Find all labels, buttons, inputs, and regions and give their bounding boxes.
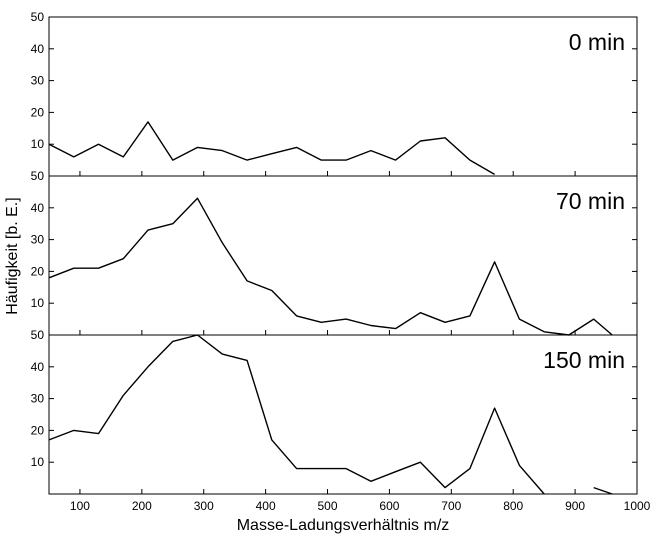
series-line: [593, 486, 613, 495]
y-tick-label: 50: [31, 328, 45, 342]
y-tick-label: 30: [31, 74, 45, 88]
panel-2: 10 20 30 40 50 150 min: [31, 328, 638, 495]
x-tick-label: 800: [503, 499, 523, 513]
x-tick-label: 300: [194, 499, 214, 513]
panel-0: 10 20 30 40 50 0 min: [31, 10, 638, 177]
y-tick-label: 50: [31, 169, 45, 183]
x-tick-label: 700: [441, 499, 461, 513]
x-tick-label: 600: [379, 499, 399, 513]
panel-label: 0 min: [569, 29, 625, 55]
panel-label: 70 min: [556, 188, 625, 214]
series-line: [48, 121, 495, 176]
chart-panels: 10 20 30 40 50 0 min 10 20 30 40 50 70 min 10 20 30 40 5…: [31, 10, 638, 495]
y-tick-label: 20: [31, 423, 45, 437]
series-line: [48, 197, 613, 336]
x-axis-ticks: 100 200 300 400 500 600 700 800 900 1000: [70, 499, 651, 513]
x-tick-label: 100: [70, 499, 90, 513]
panel-label: 150 min: [543, 347, 625, 373]
y-tick-label: 30: [31, 392, 45, 406]
x-tick-label: 400: [256, 499, 276, 513]
y-axis-label: Häufigkeit [b. E.]: [4, 197, 21, 314]
y-tick-label: 40: [31, 42, 45, 56]
x-tick-label: 200: [132, 499, 152, 513]
y-tick-label: 40: [31, 360, 45, 374]
y-tick-label: 10: [31, 137, 45, 151]
panel-frame: [48, 175, 638, 336]
panel-1: 10 20 30 40 50 70 min: [31, 169, 638, 336]
series-line: [48, 334, 545, 495]
y-tick-label: 10: [31, 455, 45, 469]
panel-frame: [48, 16, 638, 177]
y-tick-label: 20: [31, 105, 45, 119]
x-axis-label: Masse-Ladungsverhältnis m/z: [237, 517, 450, 534]
x-tick-label: 1000: [624, 499, 651, 513]
y-tick-label: 10: [31, 296, 45, 310]
y-tick-label: 30: [31, 233, 45, 247]
y-tick-label: 40: [31, 201, 45, 215]
y-tick-label: 50: [31, 10, 45, 24]
y-tick-label: 20: [31, 264, 45, 278]
panel-frame: [48, 334, 638, 495]
x-tick-label: 500: [318, 499, 338, 513]
x-tick-label: 900: [565, 499, 585, 513]
